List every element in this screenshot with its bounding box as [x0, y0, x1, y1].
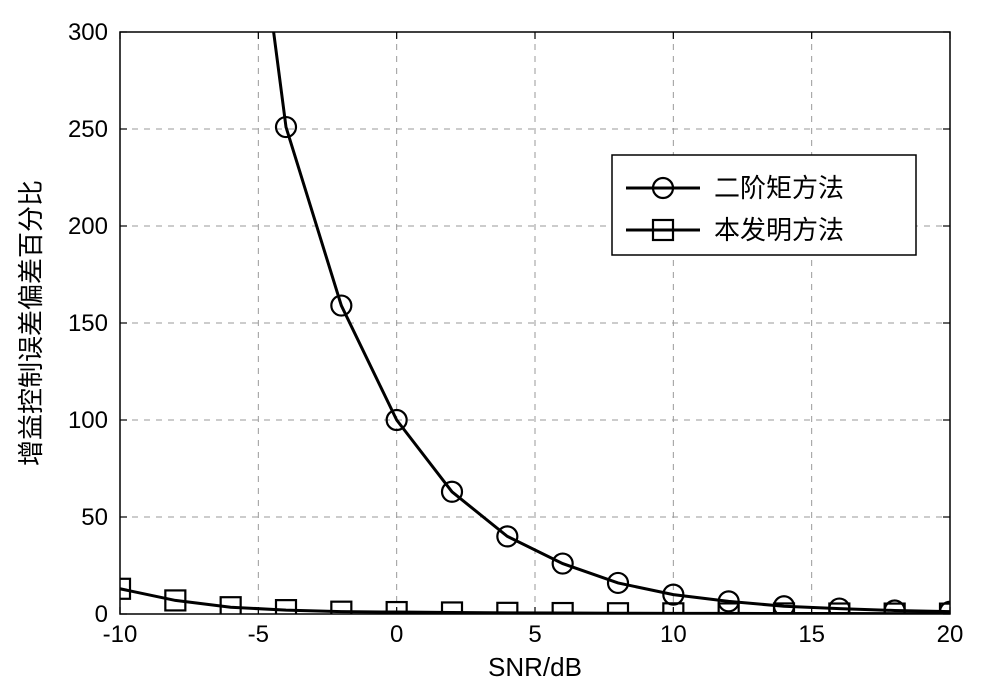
svg-text:15: 15	[798, 621, 825, 648]
svg-text:增益控制误差偏差百分比: 增益控制误差偏差百分比	[17, 180, 46, 466]
svg-text:250: 250	[68, 116, 108, 143]
svg-text:150: 150	[68, 310, 108, 337]
chart-container: -10-505101520050100150200250300SNR/dB增益控…	[0, 0, 1000, 696]
legend-label-0: 二阶矩方法	[714, 174, 844, 203]
svg-text:200: 200	[68, 213, 108, 240]
legend: 二阶矩方法本发明方法	[612, 155, 916, 255]
svg-text:300: 300	[68, 19, 108, 46]
svg-text:SNR/dB: SNR/dB	[488, 652, 582, 682]
svg-text:50: 50	[81, 504, 108, 531]
svg-text:100: 100	[68, 407, 108, 434]
svg-text:10: 10	[660, 621, 687, 648]
svg-text:0: 0	[95, 601, 108, 628]
svg-text:-5: -5	[248, 621, 269, 648]
svg-text:20: 20	[937, 621, 964, 648]
chart-svg: -10-505101520050100150200250300SNR/dB增益控…	[0, 0, 1000, 696]
legend-label-1: 本发明方法	[714, 216, 844, 245]
svg-text:5: 5	[528, 621, 541, 648]
svg-text:0: 0	[390, 621, 403, 648]
